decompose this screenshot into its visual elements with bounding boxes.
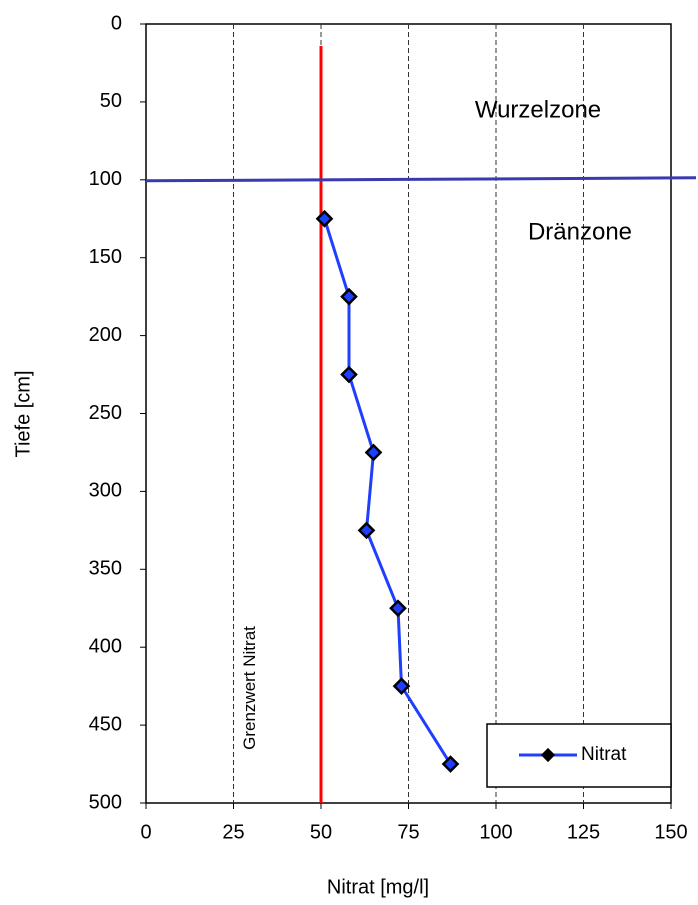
series-line <box>323 218 452 765</box>
y-tick-label: 350 <box>89 558 122 580</box>
y-tick-label: 50 <box>100 90 122 112</box>
y-tick-label: 250 <box>89 402 122 424</box>
marker <box>340 287 358 306</box>
y-tick-label: 400 <box>89 635 122 657</box>
x-tick-label: 25 <box>222 821 244 843</box>
y-axis-label: Tiefe [cm] <box>12 370 34 457</box>
y-tick-label: 0 <box>111 12 122 34</box>
marker <box>389 599 407 618</box>
legend-marker <box>540 747 556 763</box>
x-axis-label: Nitrat [mg/l] <box>327 876 429 898</box>
x-tick-label: 50 <box>310 821 332 843</box>
y-tick-label: 500 <box>89 791 122 813</box>
x-tick-label: 0 <box>140 821 151 843</box>
y-tick-label: 150 <box>89 246 122 268</box>
zone-label: Wurzelzone <box>475 96 601 123</box>
legend-label: Nitrat <box>581 744 627 765</box>
x-tick-label: 100 <box>479 821 512 843</box>
marker <box>340 365 358 384</box>
y-tick-label: 100 <box>89 168 122 190</box>
x-tick-label: 150 <box>654 821 687 843</box>
x-tick-label: 125 <box>567 821 600 843</box>
y-tick-label: 450 <box>89 713 122 735</box>
y-tick-label: 200 <box>89 324 122 346</box>
legend-box <box>486 723 672 788</box>
limit-label: Grenzwert Nitrat <box>240 626 259 750</box>
y-tick-label: 300 <box>89 480 122 502</box>
marker <box>364 443 383 462</box>
zone-label: Dränzone <box>528 218 632 245</box>
marker <box>315 209 334 228</box>
marker <box>392 677 411 695</box>
boundary-line <box>145 176 697 183</box>
marker <box>441 755 460 773</box>
marker <box>357 521 376 540</box>
x-tick-label: 75 <box>397 821 419 843</box>
